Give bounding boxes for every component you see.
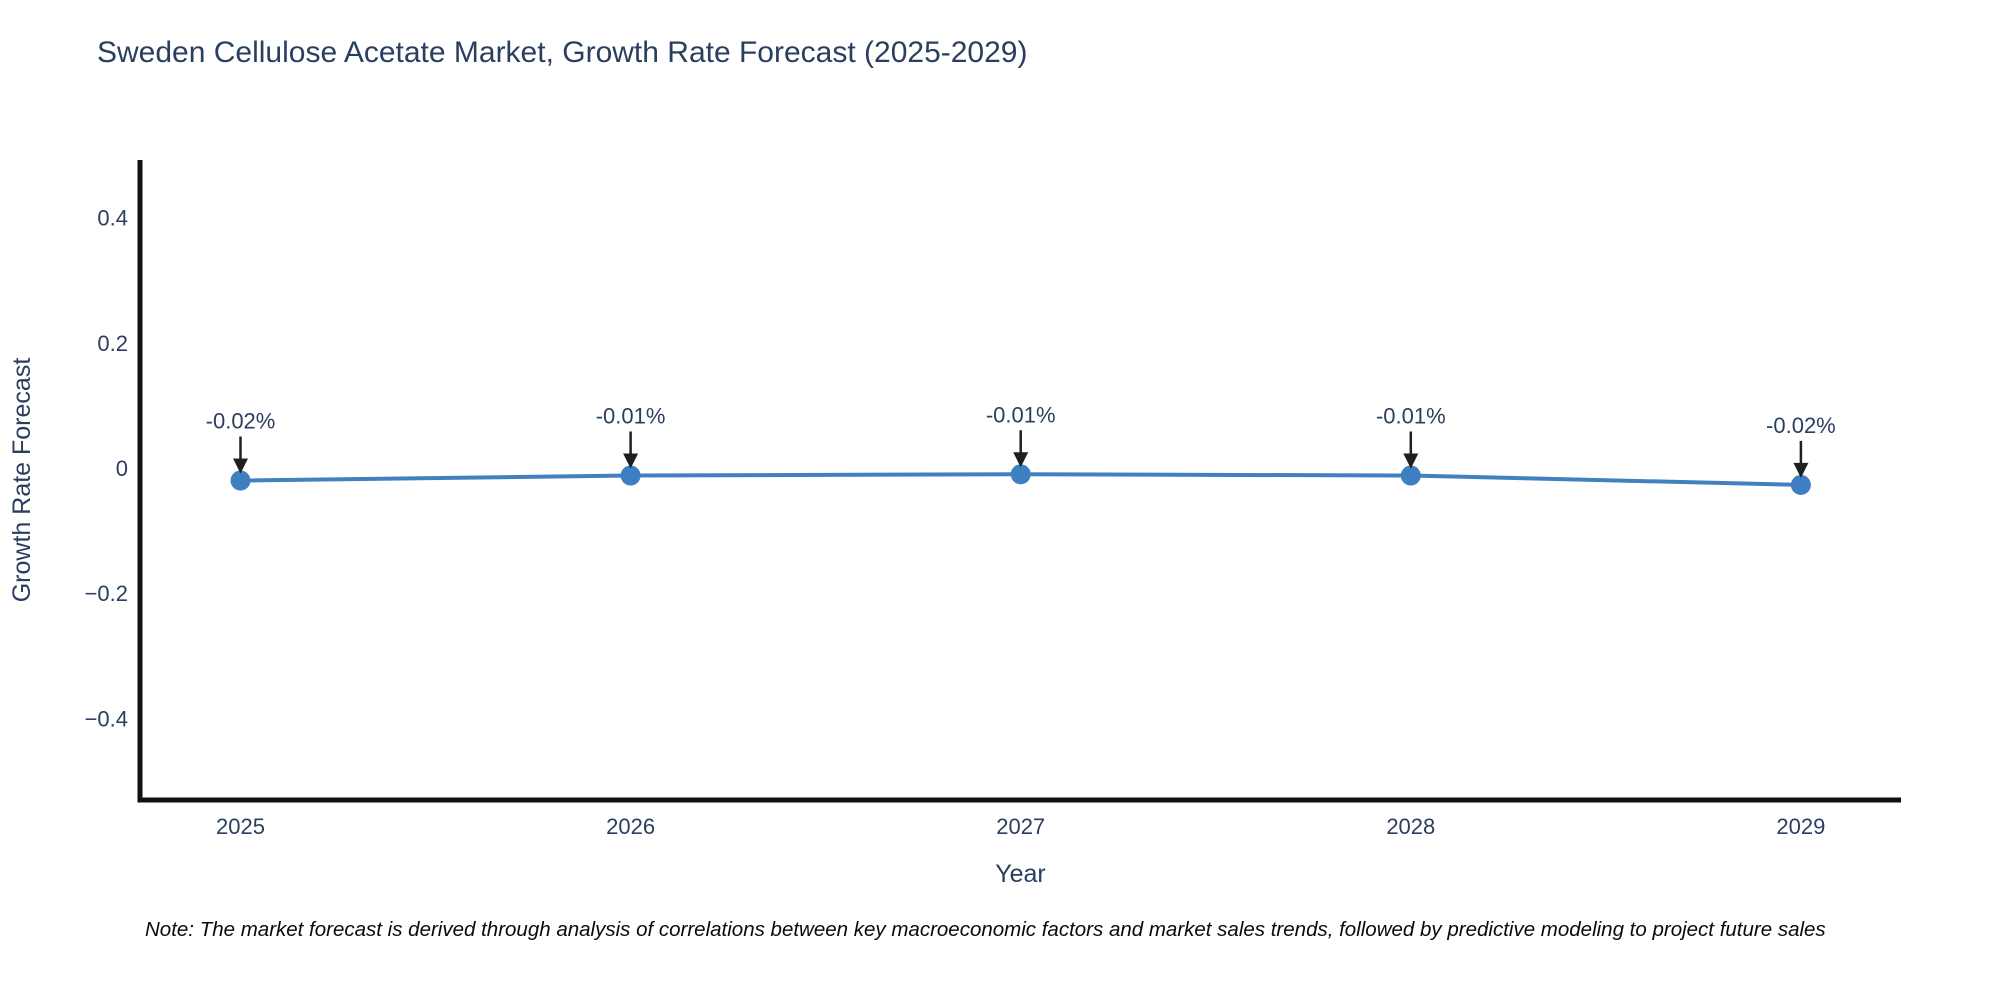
point-annotation-label: -0.02% [206, 409, 276, 434]
data-point-marker [230, 470, 251, 491]
annotation-arrowhead-icon [1013, 452, 1029, 468]
annotation-arrowhead-icon [233, 458, 248, 474]
annotation-arrowhead-icon [1793, 462, 1809, 478]
point-annotation-label: -0.02% [1766, 413, 1836, 438]
x-tick-label: 2027 [996, 814, 1045, 839]
point-annotation-label: -0.01% [1376, 404, 1446, 429]
y-tick-label: 0.4 [97, 206, 128, 231]
y-tick-label: 0.2 [97, 331, 128, 356]
x-tick-label: 2026 [606, 814, 655, 839]
chart-title: Sweden Cellulose Acetate Market, Growth … [97, 36, 1028, 69]
x-tick-label: 2025 [216, 814, 265, 839]
data-point-marker [1010, 464, 1031, 485]
x-tick-label: 2028 [1386, 814, 1435, 839]
y-tick-label: −0.2 [85, 581, 128, 606]
x-tick-label: 2029 [1776, 814, 1825, 839]
annotation-arrowhead-icon [623, 453, 639, 469]
point-annotation-label: -0.01% [986, 402, 1056, 427]
point-annotation-label: -0.01% [596, 404, 666, 429]
annotation-arrowhead-icon [1403, 453, 1419, 469]
footnote: Note: The market forecast is derived thr… [145, 918, 1826, 941]
x-axis-title: Year [995, 860, 1046, 888]
data-point-marker [620, 465, 641, 486]
y-tick-label: 0 [116, 456, 128, 481]
y-tick-label: −0.4 [85, 706, 128, 731]
data-point-marker [1400, 465, 1421, 486]
data-point-marker [1790, 474, 1811, 495]
